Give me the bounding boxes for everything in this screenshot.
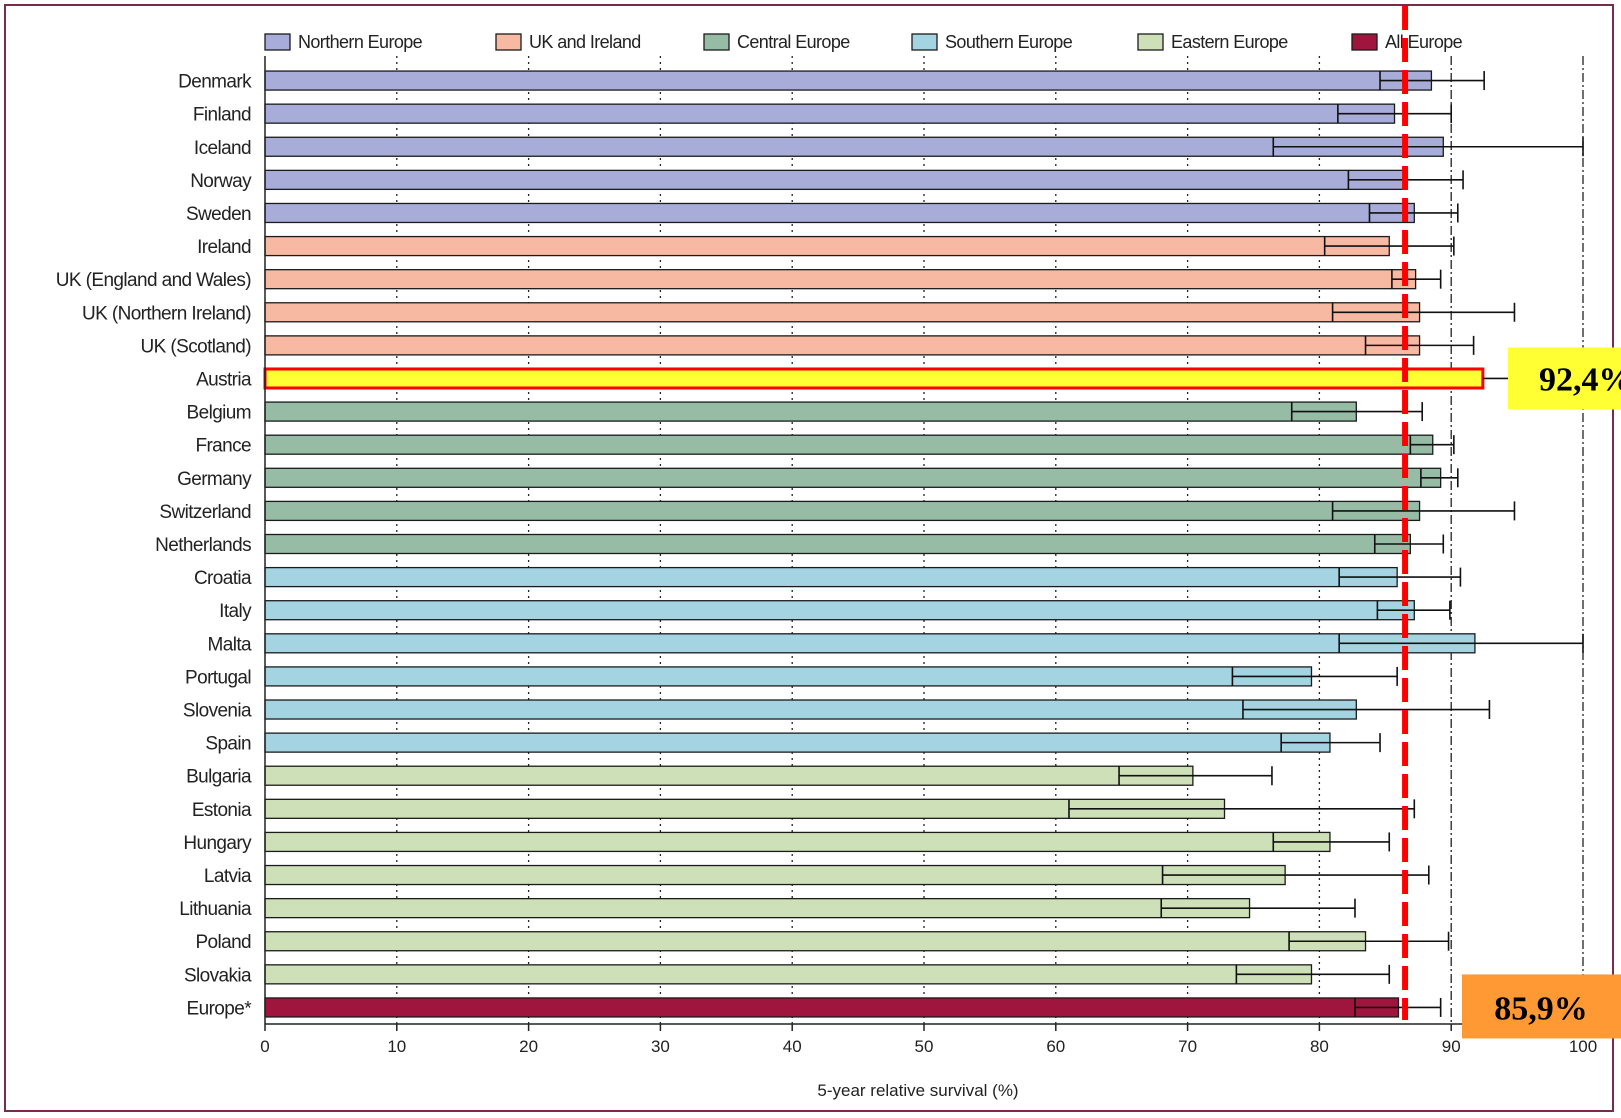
country-label-ireland: Ireland [197,237,251,258]
tick-label-80: 80 [1310,1037,1329,1056]
bar-europe [264,997,1400,1018]
country-label-portugal: Portugal [185,667,251,688]
country-label-poland: Poland [195,932,251,953]
country-label-italy: Italy [219,601,252,622]
country-label-denmark: Denmark [178,72,252,93]
bar-germany [264,467,1442,488]
bar-italy [264,600,1415,621]
country-label-spain: Spain [205,734,251,755]
bar-switzerland [264,500,1421,522]
country-label-iceland: Iceland [194,138,251,159]
legend-swatch-all-europe [1351,33,1378,51]
country-label-belgium: Belgium [187,403,251,424]
country-label-latvia: Latvia [204,866,252,887]
legend-swatch-uk-and-ireland [495,33,522,51]
grid-lines [396,56,1584,1024]
legend-label-central-europe: Central Europe [737,32,850,52]
country-label-germany: Germany [177,469,252,490]
callout-box-europe [1462,974,1621,1039]
legend-swatch-southern-europe [911,33,938,51]
country-label-uk-scotland: UK (Scotland) [141,336,252,357]
country-labels: Denmark Finland Iceland Norway Sweden Ireland… [56,72,253,1020]
country-label-netherlands: Netherlands [155,535,251,556]
bar-hungary [264,831,1331,853]
country-label-lithuania: Lithuania [179,899,252,920]
tick-label-20: 20 [519,1037,538,1056]
country-label-france: France [195,436,251,457]
bar-iceland [264,136,1444,157]
bar-uk-scotland [264,335,1421,356]
country-label-slovenia: Slovenia [183,701,252,722]
country-label-austria: Austria [196,369,252,390]
country-label-norway: Norway [190,171,252,192]
bar-uk-england-and-wales [264,269,1417,290]
tick-label-30: 30 [651,1037,670,1056]
country-label-hungary: Hungary [183,833,252,854]
bar-sweden [264,202,1415,224]
legend-swatch-northern-europe [264,33,291,51]
legend-label-uk-and-ireland: UK and Ireland [529,32,641,52]
bar-poland [264,931,1367,952]
bar-ireland [264,235,1390,257]
legend-label-all-europe: All Europe [1385,32,1463,52]
bar-slovakia [264,964,1313,985]
country-label-switzerland: Switzerland [159,502,251,523]
legend-label-eastern-europe: Eastern Europe [1171,32,1288,52]
bar-portugal [264,666,1313,687]
tick-label-60: 60 [1046,1037,1065,1056]
country-label-estonia: Estonia [192,800,252,821]
tick-label-100: 100 [1569,1037,1597,1056]
bar-uk-northern-ireland [264,302,1421,323]
chart-frame [4,4,1614,1112]
bar-lithuania [264,897,1251,919]
callouts: 92,4% 85,9% [1462,347,1621,1039]
callout-value-europe: 85,9% [1494,990,1588,1027]
bar-denmark [264,70,1433,91]
bar-croatia [264,566,1398,588]
bar-belgium [264,401,1357,422]
country-label-croatia: Croatia [194,568,252,589]
tick-label-50: 50 [915,1037,934,1056]
legend: Northern Europe UK and Ireland Central Eur… [264,32,1463,52]
bar-bulgaria [264,765,1194,786]
country-label-sweden: Sweden [186,204,251,225]
bar-slovenia [264,699,1357,720]
bar-france [264,434,1434,455]
legend-swatch-central-europe [703,33,730,51]
tick-label-0: 0 [260,1037,269,1056]
tick-label-90: 90 [1442,1037,1461,1056]
country-label-finland: Finland [193,105,251,126]
country-label-slovakia: Slovakia [184,965,252,986]
tick-label-70: 70 [1178,1037,1197,1056]
bar-netherlands [264,533,1411,555]
bar-spain [264,732,1331,753]
legend-label-northern-europe: Northern Europe [298,32,423,52]
bar-norway [264,169,1406,191]
bar-malta [264,633,1476,654]
country-label-uk-england-and-wales: UK (England and Wales) [56,270,251,291]
bar-austria [263,367,1485,390]
x-axis: 0 10 20 30 40 50 60 70 80 90 100 [260,56,1597,1056]
country-label-europe: Europe* [187,998,253,1019]
country-label-uk-northern-ireland: UK (Northern Ireland) [82,303,251,324]
country-label-bulgaria: Bulgaria [186,767,252,788]
tick-label-10: 10 [387,1037,406,1056]
legend-label-southern-europe: Southern Europe [945,32,1073,52]
x-axis-title: 5-year relative survival (%) [817,1081,1018,1100]
callout-box-austria [1508,347,1621,410]
bar-finland [264,103,1396,124]
legend-swatch-eastern-europe [1137,33,1164,51]
callout-value-austria: 92,4% [1539,361,1621,398]
bars [263,70,1584,1018]
country-label-malta: Malta [208,634,252,655]
bar-latvia [264,864,1286,886]
tick-label-40: 40 [783,1037,802,1056]
